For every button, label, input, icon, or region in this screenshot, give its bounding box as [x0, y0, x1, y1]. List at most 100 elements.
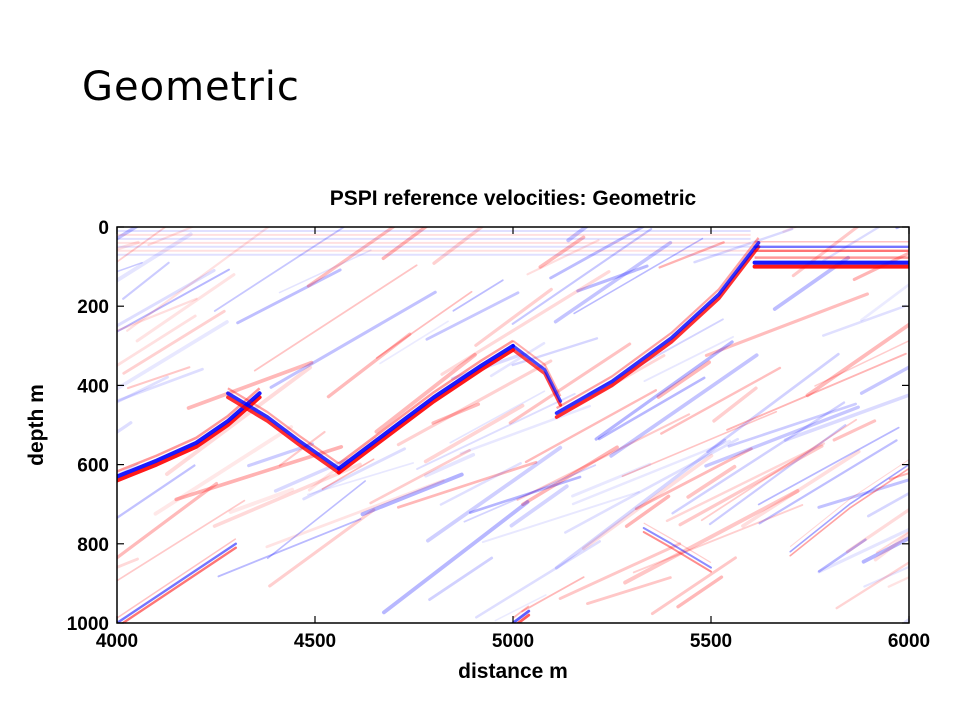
texture-streak	[122, 309, 226, 375]
reflector-1-sidelobe	[227, 387, 340, 465]
texture-streak	[660, 366, 782, 435]
texture-streak	[269, 290, 437, 389]
texture-streak	[586, 576, 672, 606]
texture-streak	[424, 452, 476, 478]
y-tick-label: 0	[98, 218, 109, 239]
texture-streak	[650, 556, 737, 616]
texture-streak	[135, 273, 236, 343]
texture-streak	[895, 227, 902, 230]
reflector-10-negative	[789, 463, 909, 553]
texture-streak	[671, 401, 846, 515]
texture-streak	[217, 518, 362, 578]
texture-streak	[117, 463, 139, 476]
y-tick-label: 200	[77, 297, 109, 318]
texture-streak	[278, 249, 372, 294]
texture-streak	[609, 353, 759, 458]
texture-streak	[845, 507, 909, 554]
x-tick-label: 4500	[294, 631, 336, 652]
texture-streak	[656, 360, 711, 399]
texture-streak	[822, 227, 882, 262]
texture-streak	[475, 540, 601, 619]
texture-streak	[360, 472, 464, 517]
texture-streak	[704, 405, 860, 468]
texture-streak	[554, 438, 727, 570]
reflector-1-positive	[226, 395, 341, 475]
texture-streak	[186, 360, 314, 410]
texture-streak	[452, 279, 504, 312]
texture-streak	[859, 365, 909, 395]
texture-streak	[852, 251, 909, 282]
y-tick-label: 800	[77, 535, 109, 556]
texture-streak	[643, 335, 734, 383]
texture-streak	[911, 372, 960, 489]
reflector-7-negative	[511, 609, 531, 623]
texture-streak	[875, 530, 909, 554]
texture-streak	[212, 462, 362, 528]
texture-streak	[700, 418, 858, 522]
texture-streak	[440, 270, 611, 376]
reflector-2-positive	[336, 347, 515, 475]
texture-streak	[117, 320, 229, 391]
texture-streak	[928, 360, 960, 444]
texture-streak	[549, 227, 646, 280]
texture-streak	[866, 492, 909, 518]
texture-streak	[117, 240, 140, 251]
texture-streak	[571, 439, 731, 506]
texture-streak	[678, 444, 824, 527]
texture-streak	[817, 538, 867, 573]
texture-streak	[375, 290, 473, 359]
texture-streak	[817, 527, 909, 574]
texture-streak	[524, 389, 658, 464]
texture-streak	[321, 458, 375, 490]
reflector-8-sidelobe	[117, 538, 237, 619]
reflector-2-sidelobe	[338, 339, 514, 465]
texture-streak	[425, 291, 520, 341]
texture-streak	[508, 342, 632, 425]
texture-streak	[805, 322, 909, 398]
reflector-7-positive	[515, 613, 531, 623]
y-tick-label: 600	[77, 456, 109, 477]
reflector-layer	[117, 237, 909, 623]
slide-title: Geometric	[82, 64, 300, 110]
texture-streak	[396, 359, 553, 447]
reflector-0-negative	[117, 391, 262, 479]
texture-streak	[903, 617, 909, 623]
texture-streak	[306, 227, 396, 288]
texture-streak	[706, 352, 840, 454]
texture-streak	[396, 460, 538, 509]
texture-streak	[861, 535, 909, 564]
x-tick-label: 5500	[690, 631, 732, 652]
texture-streak	[597, 376, 706, 441]
texture-streak	[117, 499, 246, 582]
texture-streak	[658, 241, 725, 269]
texture-streak	[511, 227, 653, 325]
texture-streak	[794, 227, 797, 228]
texture-streak	[873, 531, 909, 562]
texture-streak	[213, 227, 346, 312]
texture-streak	[927, 488, 960, 530]
texture-streak	[953, 251, 960, 307]
texture-streak	[509, 484, 569, 528]
reflector-10-sidelobe	[789, 459, 909, 548]
texture-streak	[727, 402, 857, 448]
texture-streak	[374, 352, 477, 434]
texture-streak	[428, 556, 494, 601]
texture-streak	[117, 367, 204, 403]
texture-streak	[117, 375, 169, 404]
reflector-4-sidelobe	[556, 237, 760, 410]
texture-streak	[822, 304, 908, 337]
texture-streak	[423, 403, 525, 464]
y-tick-label: 1000	[67, 614, 109, 635]
texture-streak	[117, 268, 230, 333]
texture-streak	[564, 437, 740, 534]
texture-streak	[676, 575, 724, 609]
texture-streak	[463, 464, 597, 523]
texture-streak	[432, 227, 485, 265]
texture-streak	[558, 542, 682, 600]
texture-streak	[302, 447, 407, 501]
texture-streak	[416, 392, 576, 470]
reflector-4-negative	[554, 241, 761, 415]
texture-streak	[459, 404, 591, 455]
reflector-2-negative	[336, 343, 515, 471]
